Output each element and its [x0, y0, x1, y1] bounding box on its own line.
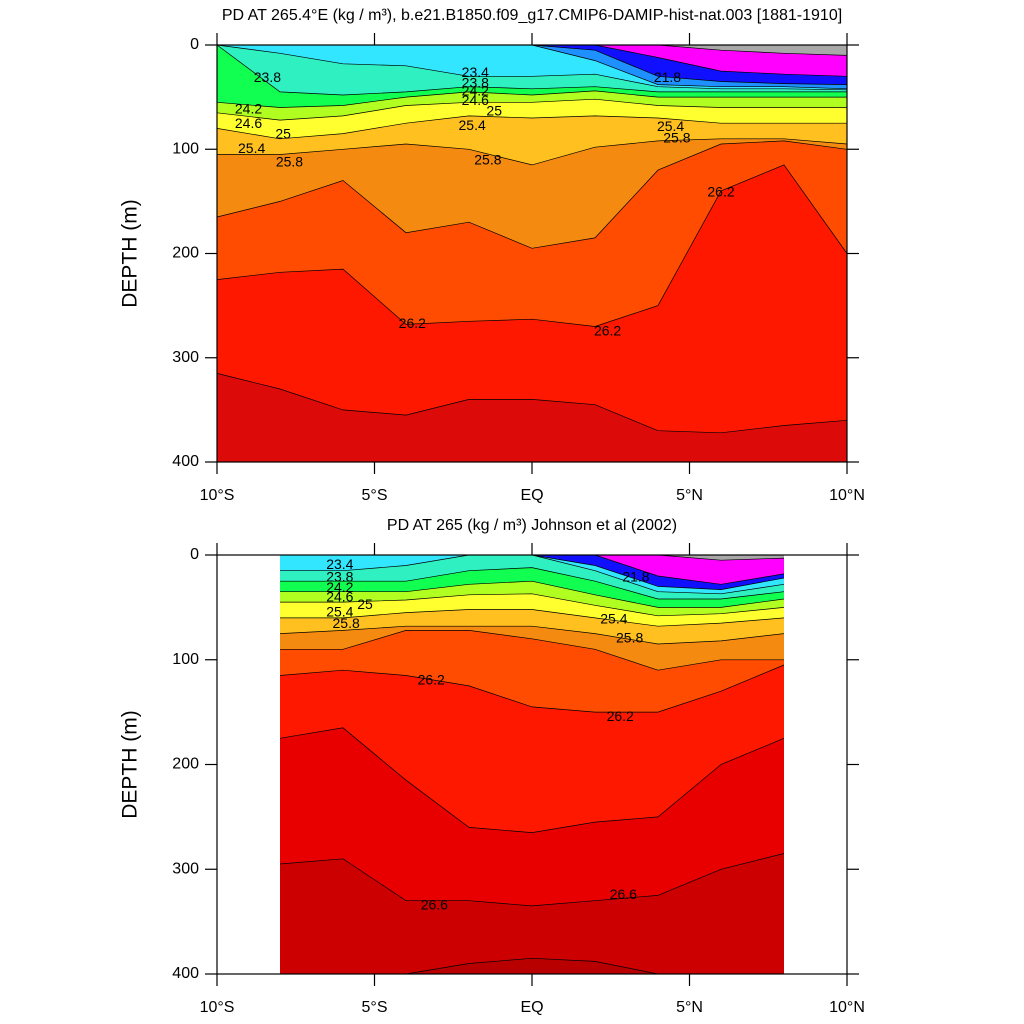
contour-label: 25: [486, 102, 502, 118]
contour-label: 26.2: [607, 708, 634, 724]
contour-line: [216, 90, 847, 108]
contour-band: [217, 373, 847, 462]
contour-label: 25.4: [600, 611, 627, 627]
contour-label: 23.8: [326, 569, 353, 585]
contour-label: 26.6: [610, 886, 637, 902]
y-tick-label: 300: [172, 349, 199, 366]
contour-label: 25.4: [657, 118, 684, 134]
contour-label: 25.8: [474, 151, 501, 167]
x-tick-label: 5°S: [362, 999, 388, 1016]
contour-label: 25.4: [238, 140, 265, 156]
contour-label: 24.6: [326, 589, 353, 605]
x-tick-label: 10°S: [200, 487, 235, 504]
contour-line: [279, 853, 785, 907]
contour-label: 25.8: [663, 130, 690, 146]
contour-label: 24.2: [462, 83, 489, 99]
y-tick-label: 200: [172, 756, 199, 773]
y-axis-label: DEPTH (m): [119, 199, 142, 308]
y-tick-label: 0: [190, 36, 199, 53]
contour-line: [216, 44, 848, 91]
contour-label: 25.8: [616, 630, 643, 646]
y-tick-label: 400: [172, 453, 199, 470]
contour-label: 25.8: [333, 615, 360, 631]
contour-label: 23.8: [254, 69, 281, 85]
contour-line: [279, 625, 785, 645]
contour-label: 24.2: [235, 100, 262, 116]
contour-line: [280, 593, 785, 617]
contour-line: [216, 373, 848, 434]
contour-line: [216, 115, 847, 140]
y-tick-label: 200: [172, 245, 199, 262]
contour-line: [280, 567, 785, 600]
contour-label: 25.4: [459, 117, 486, 133]
contour-line: [216, 44, 847, 96]
contour-label: 21.8: [654, 69, 681, 85]
contour-line: [217, 138, 848, 166]
contour-label: 25: [275, 125, 291, 141]
contour-line: [279, 727, 785, 833]
contour-label: 23.4: [326, 556, 353, 572]
contour-line: [280, 580, 785, 608]
x-tick-label: 5°S: [362, 487, 388, 504]
contour-line: [279, 664, 785, 713]
contour-label: 26.2: [707, 184, 734, 200]
contour-label: 26.6: [421, 897, 448, 913]
contour-label: 26.2: [594, 322, 621, 338]
contour-band: [280, 958, 784, 974]
contour-line: [216, 98, 847, 121]
contour-label: 24.6: [462, 92, 489, 108]
contour-band: [280, 853, 784, 974]
contour-label: 25.8: [276, 154, 303, 170]
contour-label: 24.2: [326, 579, 353, 595]
contour-label: 25.4: [326, 603, 353, 619]
contour-label: 24.6: [235, 115, 262, 131]
y-tick-label: 100: [172, 651, 199, 668]
contour-label: 26.2: [418, 671, 445, 687]
contour-label: 26.2: [399, 315, 426, 331]
contour-label: 25: [357, 596, 373, 612]
contour-label: 23.8: [462, 74, 489, 90]
contour-label: 23.4: [462, 64, 489, 80]
contour-label: 21.8: [622, 569, 649, 585]
x-tick-label: EQ: [520, 487, 543, 504]
y-tick-label: 0: [190, 546, 199, 563]
y-tick-label: 300: [172, 860, 199, 877]
y-axis-label: DEPTH (m): [119, 710, 142, 819]
x-tick-label: 5°N: [676, 999, 703, 1016]
contour-line: [280, 630, 784, 671]
contour-line: [216, 140, 848, 249]
x-tick-label: 5°N: [676, 487, 703, 504]
y-tick-label: 400: [172, 965, 199, 982]
contour-line: [280, 609, 785, 627]
chart-title: PD AT 265.4°E (kg / m³), b.e21.B1850.f09…: [222, 7, 842, 24]
contour-band: [217, 164, 847, 462]
x-tick-label: 10°N: [829, 999, 865, 1016]
y-tick-label: 100: [172, 140, 199, 157]
x-tick-label: 10°N: [829, 487, 865, 504]
chart-title: PD AT 265 (kg / m³) Johnson et al (2002): [387, 517, 677, 534]
x-tick-label: EQ: [520, 999, 543, 1016]
x-tick-label: 10°S: [200, 999, 235, 1016]
contour-line: [216, 164, 848, 327]
